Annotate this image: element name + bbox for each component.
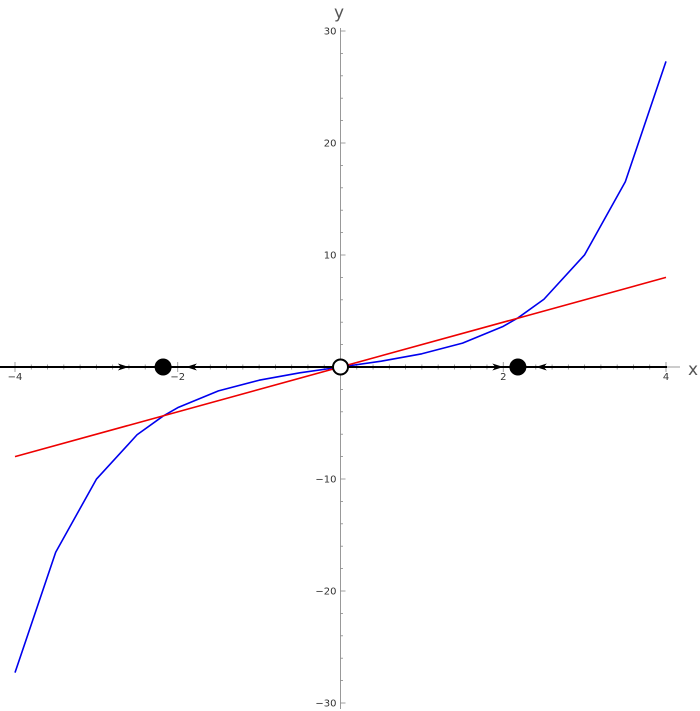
x-tick-label: −2 [170, 372, 185, 383]
y-tick-label: 20 [324, 139, 337, 150]
y-tick-label: 10 [324, 251, 337, 262]
x-tick-label: 2 [500, 372, 506, 383]
flow-arrow [535, 363, 547, 371]
y-axis-title: y [334, 3, 344, 23]
phase-line-group [0, 358, 667, 376]
stable-equilibrium-point [154, 358, 172, 376]
y-tick-label: 30 [324, 27, 337, 38]
y-tick-label: −20 [315, 587, 336, 598]
x-axis-title: x [688, 360, 698, 380]
unstable-equilibrium-point [332, 358, 349, 376]
flow-arrow [117, 363, 129, 371]
x-tick-label: −4 [8, 372, 23, 383]
tick-labels: −4 −2 2 4 30 20 10 −10 −20 −30 [8, 27, 670, 710]
flow-arrow [492, 363, 504, 371]
flow-arrow [185, 363, 197, 371]
stable-equilibrium-point [509, 358, 527, 376]
y-tick-label: −10 [315, 475, 336, 486]
x-tick-label: 4 [663, 372, 669, 383]
y-tick-label: −30 [315, 699, 336, 710]
